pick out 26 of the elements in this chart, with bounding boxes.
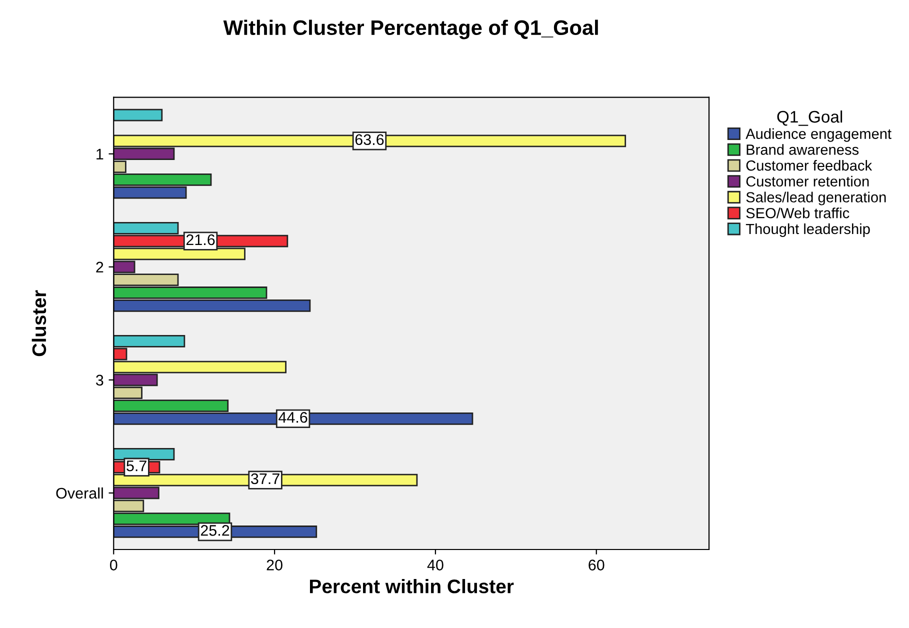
x-tick-label: 20: [266, 560, 282, 570]
data-label: 21.6: [186, 234, 215, 246]
x-tick-label: 60: [588, 560, 604, 570]
y-tick-label: 2: [96, 262, 104, 272]
bar: [114, 108, 163, 122]
legend-label: Sales/lead generation: [746, 192, 886, 206]
data-label: 63.6: [355, 134, 384, 146]
data-label: 25.2: [200, 525, 230, 536]
legend-title: Q1_Goal: [777, 110, 842, 126]
y-tick-label: Overall: [56, 487, 103, 499]
legend-label: Brand awareness: [746, 144, 859, 155]
chart-title: Within Cluster Percentage of Q1_Goal: [223, 20, 598, 40]
data-label: 5.7: [126, 460, 146, 472]
data-label: 44.6: [278, 412, 308, 423]
y-tick-label: 1: [96, 148, 104, 160]
x-axis-title: Percent within Cluster: [310, 579, 514, 594]
y-axis-title: Cluster: [32, 290, 46, 356]
legend-label: SEO/Web traffic: [746, 208, 850, 218]
legend-label: Customer feedback: [746, 160, 872, 171]
data-label: 37.7: [251, 473, 280, 484]
x-tick-label: 0: [110, 560, 118, 570]
legend-label: Customer retention: [746, 176, 869, 187]
y-tick-label: 3: [96, 374, 104, 386]
legend-label: Audience engagement: [746, 128, 892, 142]
x-tick-label: 40: [427, 560, 444, 570]
legend-label: Thought leadership: [746, 223, 870, 238]
